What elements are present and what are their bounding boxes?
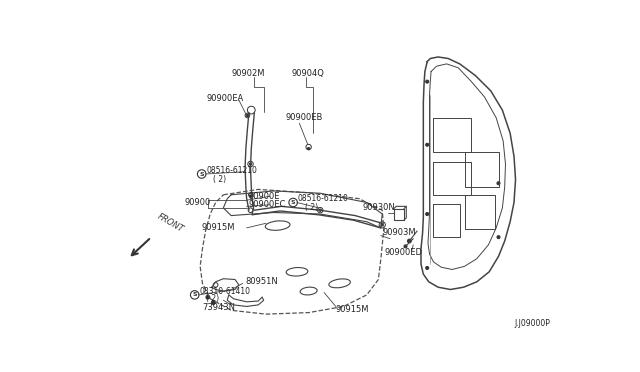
Circle shape (426, 80, 429, 83)
Circle shape (426, 266, 429, 269)
Text: ( 2): ( 2) (213, 175, 227, 184)
Circle shape (381, 224, 383, 226)
Text: S: S (193, 292, 197, 297)
Circle shape (408, 239, 412, 243)
Text: 90900EB: 90900EB (285, 113, 323, 122)
Text: 90904Q: 90904Q (292, 70, 324, 78)
Text: 08310-61410: 08310-61410 (199, 286, 250, 295)
Text: 08516-61210: 08516-61210 (206, 166, 257, 174)
Circle shape (319, 209, 321, 211)
Text: 90900EC: 90900EC (249, 199, 286, 209)
Text: 90915M: 90915M (202, 224, 235, 232)
Text: ( 2): ( 2) (305, 203, 318, 212)
Circle shape (307, 147, 310, 150)
Text: S: S (200, 171, 204, 176)
Text: J.J09000P: J.J09000P (514, 319, 550, 328)
Circle shape (250, 163, 252, 165)
Circle shape (246, 114, 248, 117)
Text: 90900: 90900 (184, 198, 211, 207)
Text: 80951N: 80951N (245, 276, 278, 286)
Circle shape (497, 235, 500, 239)
Circle shape (250, 195, 252, 198)
Text: S: S (291, 200, 296, 205)
Text: 90902M: 90902M (231, 70, 264, 78)
Text: 90900ED: 90900ED (385, 248, 422, 257)
Circle shape (404, 245, 407, 248)
Text: 90930N: 90930N (363, 203, 396, 212)
Text: 08516-61210: 08516-61210 (297, 194, 348, 203)
Text: 90900E: 90900E (249, 192, 280, 201)
Text: 90915M: 90915M (336, 305, 369, 314)
Text: 90900EA: 90900EA (206, 94, 244, 103)
Text: ( 2): ( 2) (206, 294, 220, 303)
Circle shape (206, 295, 210, 299)
Circle shape (211, 301, 215, 305)
Circle shape (497, 182, 500, 185)
Text: 90903M: 90903M (382, 228, 416, 237)
Circle shape (426, 143, 429, 146)
Text: FRONT: FRONT (156, 212, 186, 234)
Circle shape (426, 212, 429, 216)
Text: 73943N: 73943N (202, 304, 236, 312)
